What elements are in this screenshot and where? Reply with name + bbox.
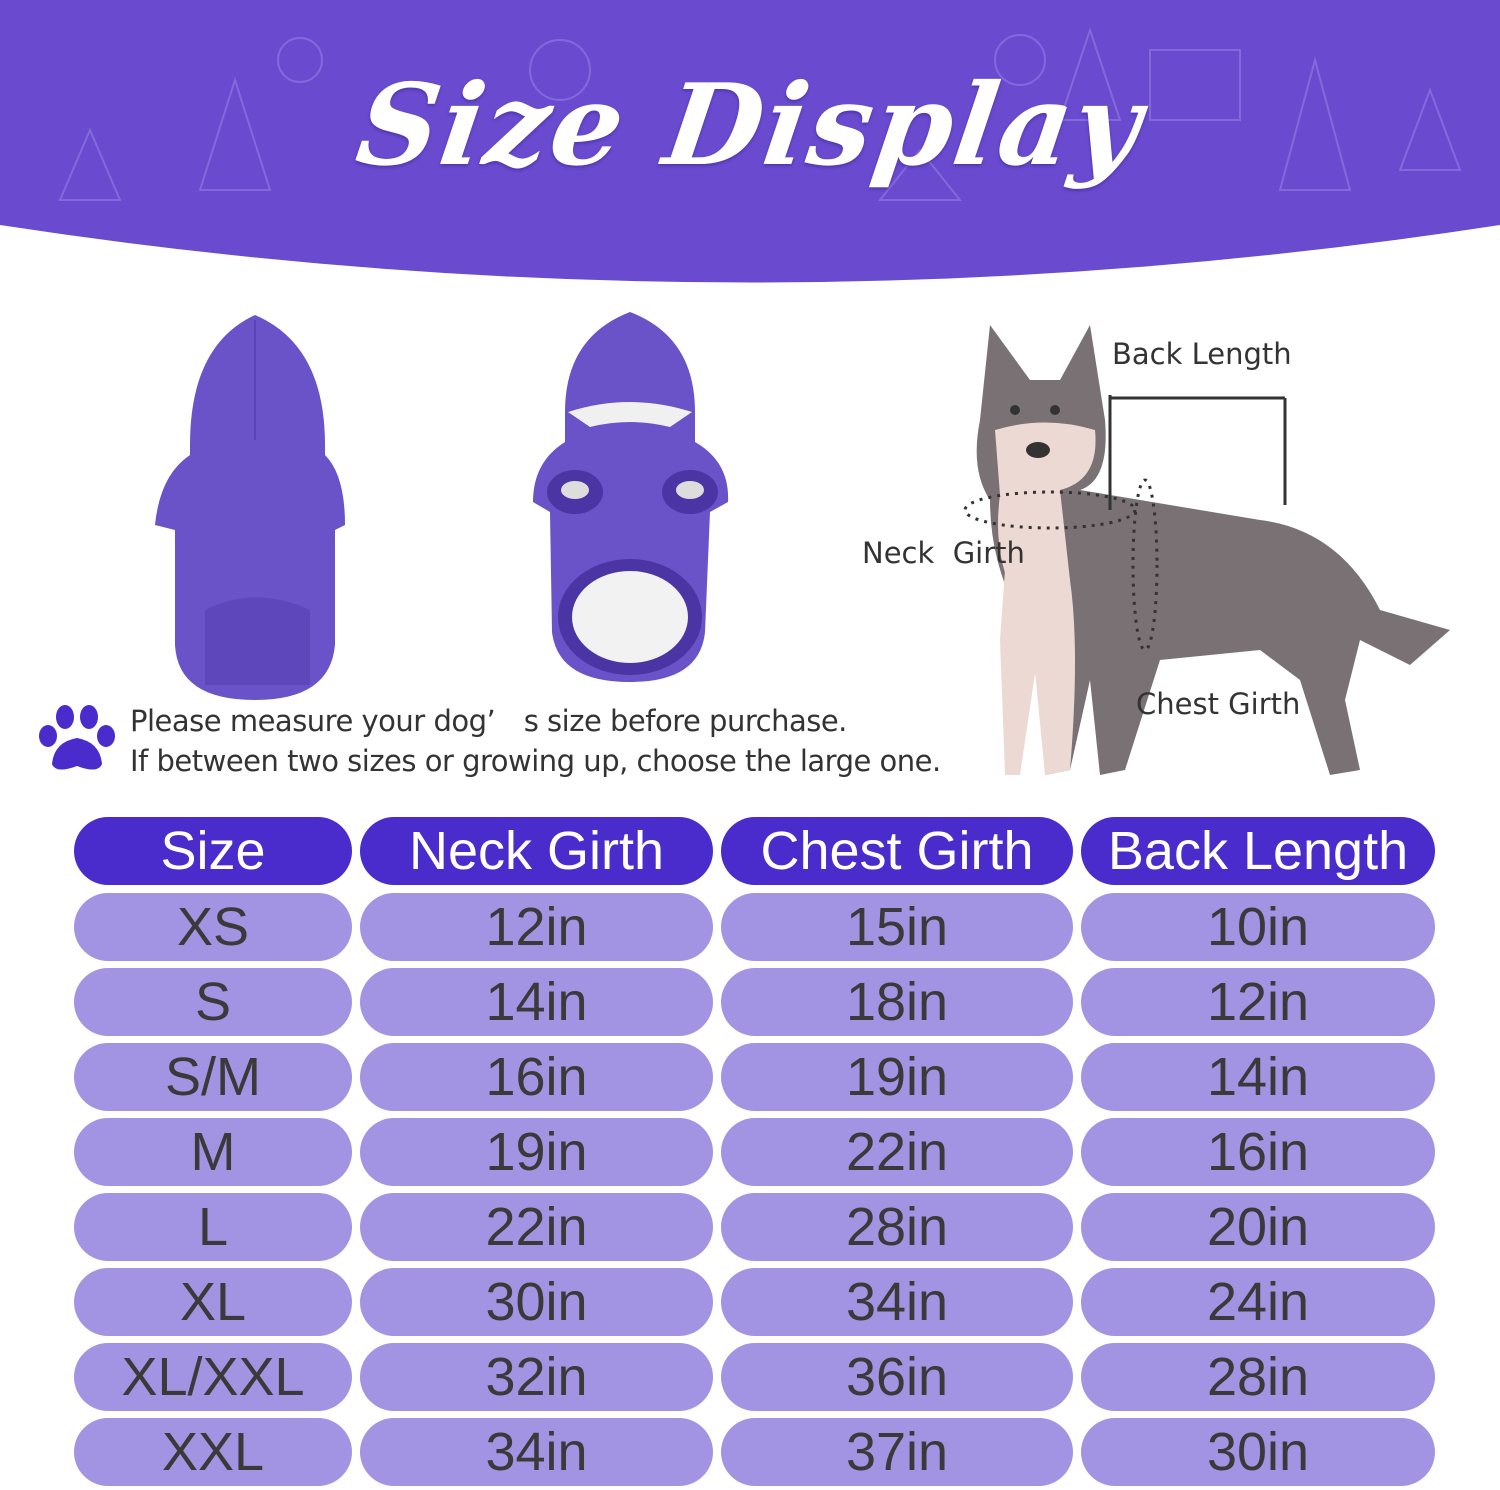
cell-back-length: 10in — [1081, 893, 1435, 961]
cell-size: L — [74, 1193, 352, 1261]
cell-size: S/M — [74, 1043, 352, 1111]
hoodie-back-image — [533, 312, 729, 682]
cell-chest-girth: 22in — [721, 1118, 1073, 1186]
header-back-length: Back Length — [1081, 817, 1435, 885]
hoodie-front-image — [155, 315, 345, 700]
cell-back-length: 28in — [1081, 1343, 1435, 1411]
cell-back-length: 12in — [1081, 968, 1435, 1036]
cell-size: XXL — [74, 1418, 352, 1486]
cell-neck-girth: 14in — [360, 968, 713, 1036]
header-banner — [0, 0, 1500, 283]
cell-back-length: 20in — [1081, 1193, 1435, 1261]
cell-chest-girth: 37in — [721, 1418, 1073, 1486]
cell-chest-girth: 36in — [721, 1343, 1073, 1411]
header-size: Size — [74, 817, 352, 885]
cell-chest-girth: 15in — [721, 893, 1073, 961]
cell-neck-girth: 22in — [360, 1193, 713, 1261]
cell-neck-girth: 34in — [360, 1418, 713, 1486]
dog-measurement-diagram — [963, 325, 1450, 775]
cell-chest-girth: 28in — [721, 1193, 1073, 1261]
cell-back-length: 24in — [1081, 1268, 1435, 1336]
page-title: Size Display — [349, 60, 1151, 191]
cell-back-length: 16in — [1081, 1118, 1435, 1186]
cell-neck-girth: 30in — [360, 1268, 713, 1336]
note-line-2: If between two sizes or growing up, choo… — [130, 744, 941, 778]
cell-back-length: 14in — [1081, 1043, 1435, 1111]
neck-girth-label: Neck Girth — [862, 536, 1025, 570]
note-line-1: Please measure your dog’ s size before p… — [130, 704, 847, 738]
chest-girth-label: Chest Girth — [1136, 687, 1301, 721]
cell-size: M — [74, 1118, 352, 1186]
cell-neck-girth: 19in — [360, 1118, 713, 1186]
cell-neck-girth: 12in — [360, 893, 713, 961]
header-chest-girth: Chest Girth — [721, 817, 1073, 885]
cell-back-length: 30in — [1081, 1418, 1435, 1486]
header-neck-girth: Neck Girth — [360, 817, 713, 885]
cell-size: XL — [74, 1268, 352, 1336]
cell-chest-girth: 18in — [721, 968, 1073, 1036]
cell-chest-girth: 19in — [721, 1043, 1073, 1111]
cell-neck-girth: 32in — [360, 1343, 713, 1411]
cell-chest-girth: 34in — [721, 1268, 1073, 1336]
cell-size: XS — [74, 893, 352, 961]
cell-size: XL/XXL — [74, 1343, 352, 1411]
cell-size: S — [74, 968, 352, 1036]
cell-neck-girth: 16in — [360, 1043, 713, 1111]
paw-icon — [39, 705, 115, 770]
back-length-label: Back Length — [1112, 337, 1292, 371]
